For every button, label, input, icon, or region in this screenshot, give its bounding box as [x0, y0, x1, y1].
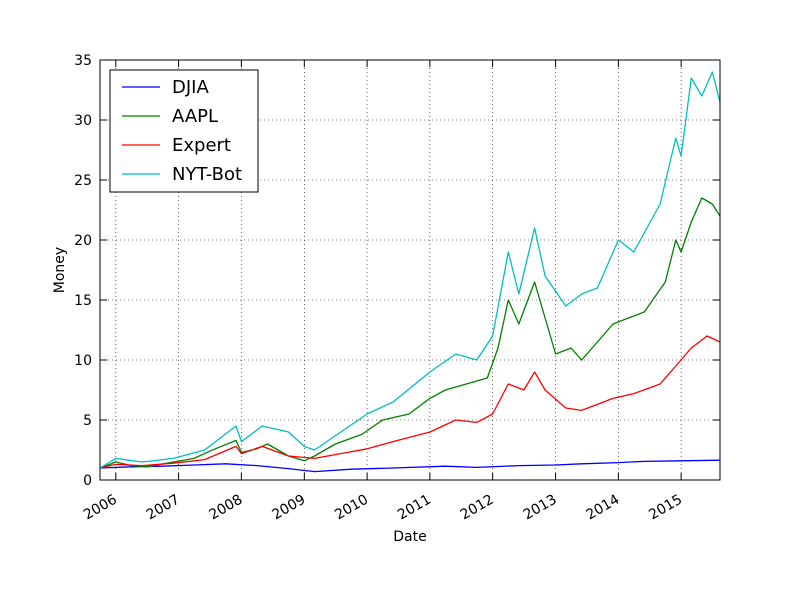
y-tick-label: 0 — [83, 473, 92, 489]
y-tick-label: 5 — [83, 413, 92, 429]
series-line-nyt-bot — [99, 71, 721, 469]
legend-entry: DJIA — [172, 77, 209, 98]
grid-lines — [100, 60, 720, 480]
y-tick-label: 30 — [74, 113, 92, 129]
legend-entry: AAPL — [172, 106, 218, 127]
y-tick-label: 15 — [74, 293, 92, 309]
x-axis-label: Date — [393, 529, 426, 545]
plot-frame — [99, 59, 721, 481]
legend: DJIA AAPL Expert NYT-Bot — [109, 69, 259, 193]
y-tick-label: 25 — [74, 173, 92, 189]
y-axis-label: Money — [52, 247, 68, 293]
y-tick-label: 20 — [74, 233, 92, 249]
y-tick-label: 35 — [74, 53, 92, 69]
legend-entry: Expert — [172, 135, 231, 156]
series-layer — [99, 71, 721, 473]
series-line-aapl — [99, 197, 721, 469]
legend-entry: NYT-Bot — [172, 164, 242, 185]
y-tick-label: 10 — [74, 353, 92, 369]
legend-box — [109, 69, 259, 193]
series-line-djia — [99, 459, 721, 473]
series-line-expert — [99, 335, 721, 469]
